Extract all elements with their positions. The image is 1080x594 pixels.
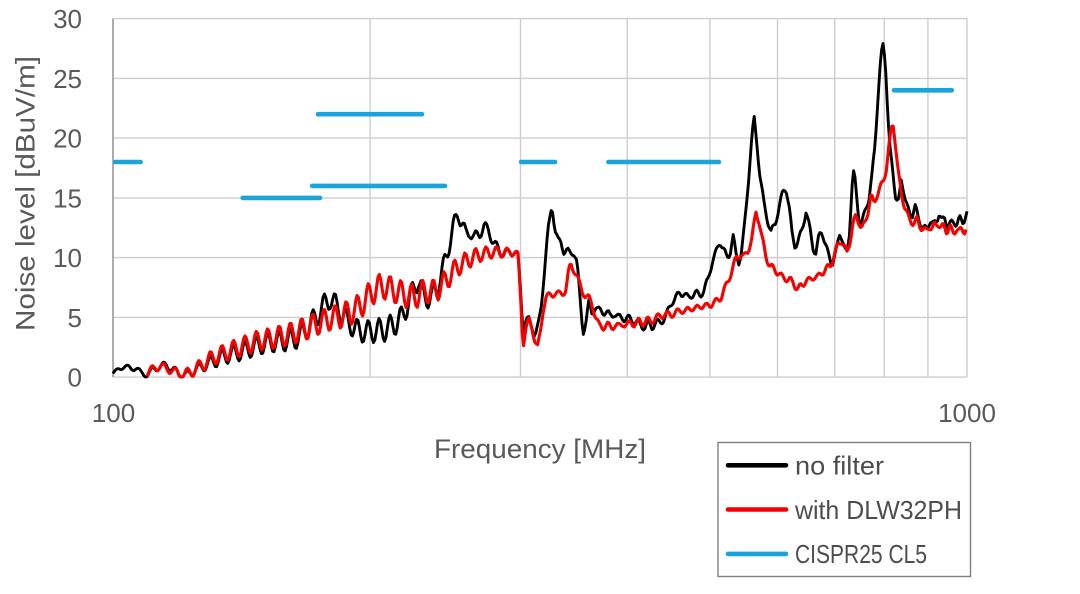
svg-text:100: 100 (92, 398, 135, 428)
svg-text:0: 0 (68, 363, 82, 393)
svg-text:1000: 1000 (938, 398, 996, 428)
svg-text:Frequency [MHz]: Frequency [MHz] (434, 434, 646, 464)
svg-text:Noise level [dBuV/m]: Noise level [dBuV/m] (11, 56, 41, 331)
svg-text:CISPR25 CL5: CISPR25 CL5 (795, 541, 927, 569)
svg-text:with DLW32PH: with DLW32PH (794, 497, 962, 525)
svg-text:20: 20 (53, 124, 82, 154)
svg-text:15: 15 (53, 183, 82, 213)
svg-text:25: 25 (53, 64, 82, 94)
svg-text:5: 5 (68, 303, 82, 333)
svg-text:10: 10 (53, 243, 82, 273)
svg-text:30: 30 (53, 4, 82, 34)
svg-text:no filter: no filter (795, 453, 884, 481)
